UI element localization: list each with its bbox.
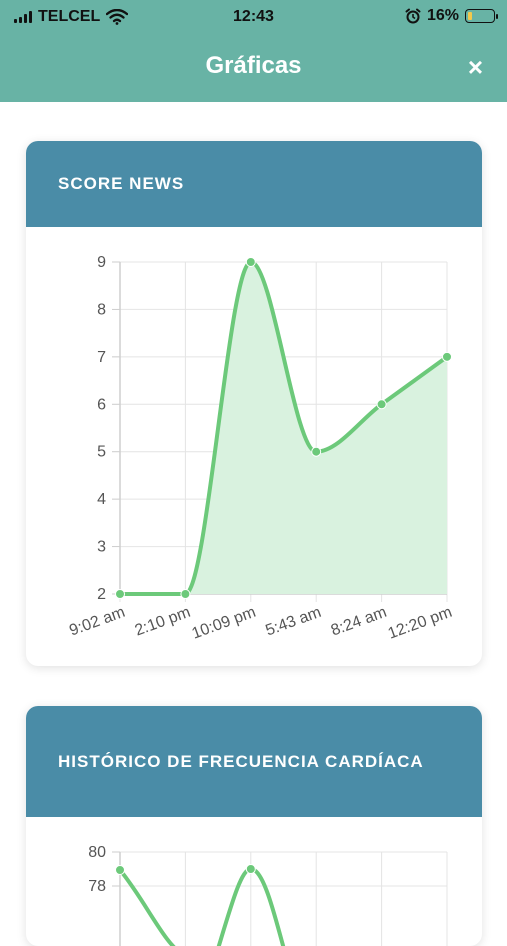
wifi-icon	[106, 9, 129, 25]
y-tick-label: 7	[97, 349, 106, 366]
grid	[112, 851, 448, 946]
y-tick-label: 5	[97, 444, 106, 461]
chart-card-score-news: SCORE NEWS 2 3 4 5 6 7 8 9 9:02 am 2:10 pm 10:09 p…	[26, 141, 482, 666]
status-left: TELCEL	[14, 8, 129, 26]
app-header: Gráficas ×	[0, 34, 507, 102]
data-point[interactable]	[115, 589, 125, 599]
data-point[interactable]	[245, 257, 256, 267]
y-tick-label: 3	[97, 539, 106, 556]
y-tick-label: 80	[88, 844, 106, 861]
page-title: Gráficas	[205, 52, 302, 79]
x-tick-label: 8:24 am	[329, 604, 389, 640]
y-tick-label: 9	[97, 254, 106, 271]
status-right: 16%	[405, 7, 498, 25]
carrier-label: TELCEL	[38, 8, 101, 25]
battery-icon	[465, 9, 498, 23]
y-tick-label: 2	[97, 586, 106, 603]
x-tick-label: 5:43 am	[263, 604, 323, 640]
y-tick-label: 4	[97, 491, 106, 508]
data-point[interactable]	[311, 446, 322, 457]
x-tick-label: 9:02 am	[67, 604, 127, 640]
data-point[interactable]	[180, 589, 191, 599]
card-title: SCORE NEWS	[58, 174, 185, 193]
chart-card-heart-rate: HISTÓRICO DE FRECUENCIA CARDÍACA 78 80	[26, 706, 482, 946]
y-tick-label: 8	[97, 301, 106, 318]
status-time: 12:43	[233, 8, 274, 25]
heart-rate-chart: 78 80	[88, 844, 448, 946]
data-point[interactable]	[376, 399, 387, 410]
card-header: HISTÓRICO DE FRECUENCIA CARDÍACA	[26, 706, 482, 817]
close-button[interactable]: ×	[468, 52, 483, 82]
alarm-icon	[405, 8, 421, 24]
x-tick-label: 12:20 pm	[386, 604, 455, 643]
x-tick-label: 2:10 pm	[133, 604, 193, 640]
signal-icon	[14, 11, 32, 23]
y-tick-label: 78	[88, 878, 106, 895]
close-icon: ×	[467, 52, 483, 82]
card-title: HISTÓRICO DE FRECUENCIA CARDÍACA	[58, 751, 424, 771]
series-line	[118, 868, 176, 946]
y-tick-label: 6	[97, 396, 106, 413]
battery-percent: 16%	[426, 7, 459, 24]
card-header: SCORE NEWS	[26, 141, 482, 227]
status-bar: TELCEL 12:43 16%	[0, 0, 507, 34]
x-tick-label: 10:09 pm	[190, 604, 259, 643]
data-point[interactable]	[442, 351, 452, 362]
area-fill	[120, 262, 447, 594]
data-point[interactable]	[115, 865, 125, 875]
data-point[interactable]	[245, 864, 256, 874]
